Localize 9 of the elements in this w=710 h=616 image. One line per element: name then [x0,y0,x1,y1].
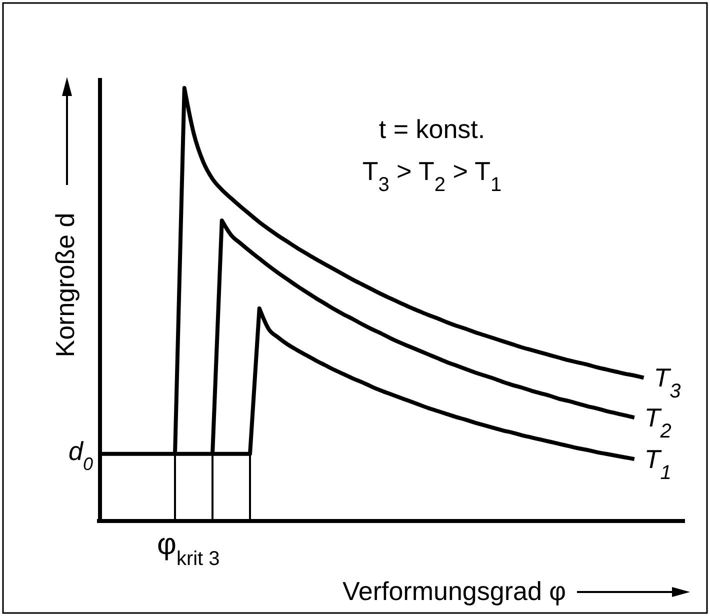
text: d$_{0}$ [68,436,93,474]
y-axis-title: Korngroße d [50,212,80,358]
x-axis-title: Verformungsgrad φ [342,576,566,606]
text: φ$_{krit 3}$ [157,528,220,570]
series-label: T$_{2}$ [644,402,672,443]
series-label: T$_{3}$ [654,362,681,403]
annotation: t = konst. [378,114,486,144]
annotation: T$_{3}$ > T$_{2}$ > T$_{1}$ [362,156,502,196]
series-label: T$_{1}$ [644,444,672,484]
